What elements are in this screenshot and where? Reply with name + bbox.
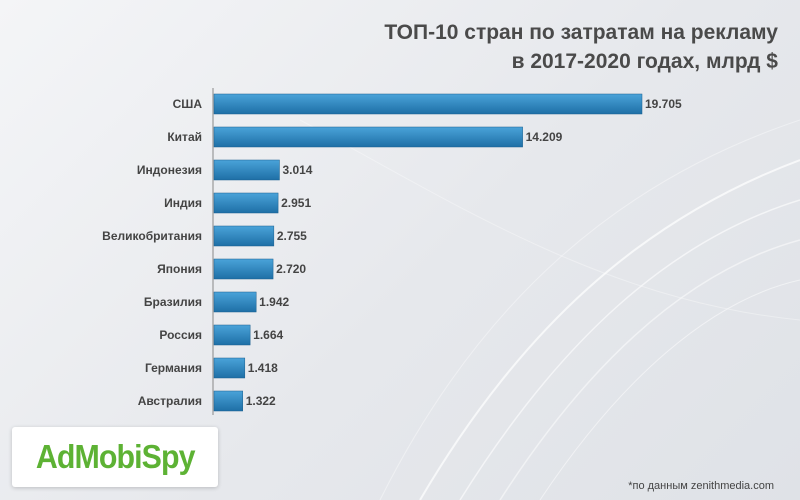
admobispy-logo: AdMobiSpy xyxy=(12,427,218,487)
category-label: Бразилия xyxy=(144,295,202,309)
value-label: 2.720 xyxy=(276,262,306,276)
logo-text: AdMobiSpy xyxy=(35,438,196,475)
category-label: Китай xyxy=(167,130,202,144)
chart-title-line-1: ТОП-10 стран по затратам на рекламу xyxy=(384,21,778,44)
value-label: 1.322 xyxy=(246,394,276,408)
source-note: *по данным zenithmedia.com xyxy=(628,480,774,492)
category-label: Австралия xyxy=(138,394,202,408)
category-label: Япония xyxy=(157,262,202,276)
bar xyxy=(213,93,643,115)
value-label: 19.705 xyxy=(645,97,682,111)
category-label: Германия xyxy=(145,361,202,375)
bar xyxy=(213,291,257,313)
bar xyxy=(213,258,274,280)
value-label: 1.664 xyxy=(253,328,283,342)
bar xyxy=(213,357,246,379)
value-label: 3.014 xyxy=(282,163,312,177)
value-label: 1.418 xyxy=(248,361,278,375)
bar xyxy=(213,390,243,412)
bar xyxy=(213,324,251,346)
category-label: Великобритания xyxy=(102,229,202,243)
bar xyxy=(213,126,523,148)
value-label: 14.209 xyxy=(526,130,563,144)
bar xyxy=(213,225,275,247)
bar xyxy=(213,192,279,214)
chart-title-line-2: в 2017-2020 годах, млрд $ xyxy=(511,50,778,73)
bar xyxy=(213,159,280,181)
category-label: Россия xyxy=(159,328,202,342)
value-label: 1.942 xyxy=(259,295,289,309)
chart-title: ТОП-10 стран по затратам на рекламу в 20… xyxy=(178,18,778,76)
category-label: Индия xyxy=(164,196,202,210)
value-label: 2.951 xyxy=(281,196,311,210)
category-label: США xyxy=(173,97,203,111)
value-label: 2.755 xyxy=(277,229,307,243)
category-label: Индонезия xyxy=(137,163,202,177)
